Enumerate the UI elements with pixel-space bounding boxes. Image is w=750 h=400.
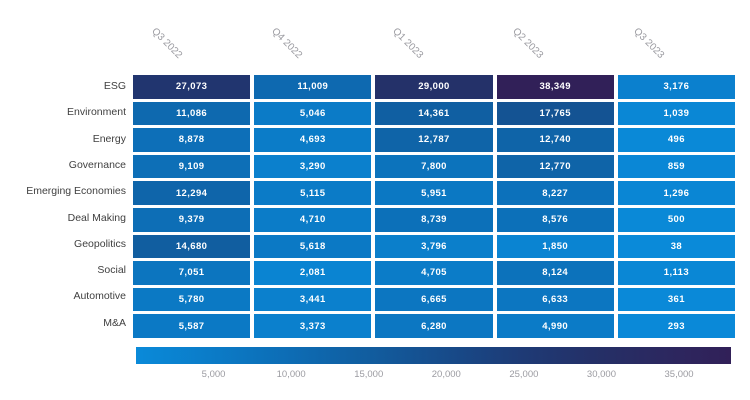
heatmap-cell[interactable]: 4,710 [254,208,372,232]
row-label: Geopolitics [74,237,126,250]
heatmap-cell[interactable]: 5,115 [254,181,372,205]
colorbar-gradient [136,347,731,364]
heatmap-cell[interactable]: 38,349 [496,75,614,99]
heatmap-cell[interactable]: 12,294 [133,181,251,205]
heatmap-cell[interactable]: 361 [617,287,735,312]
column-header: Q4 2022 [269,26,305,61]
colorbar-tick-label: 10,000 [276,369,306,380]
heatmap-cell[interactable]: 12,770 [496,154,614,179]
colorbar-tick-label: 5,000 [201,369,226,380]
row-label: M&A [103,316,126,329]
heatmap-cell[interactable]: 3,176 [617,75,735,99]
heatmap-cell[interactable]: 8,878 [133,128,251,152]
heatmap-cell[interactable]: 5,046 [254,101,372,126]
heatmap-cell[interactable]: 8,576 [496,208,614,232]
heatmap-cell[interactable]: 1,113 [617,261,735,285]
heatmap-cell[interactable]: 6,280 [375,314,493,338]
heatmap-cell[interactable]: 7,051 [133,261,251,285]
heatmap-cell[interactable]: 6,665 [375,287,493,312]
column-header: Q1 2023 [390,26,425,61]
row-label: Deal Making [67,211,126,224]
heatmap-cell[interactable]: 1,850 [496,234,614,259]
heatmap-cell[interactable]: 6,633 [496,287,614,312]
heatmap-cell[interactable]: 1,296 [617,181,735,205]
heatmap-cell[interactable]: 5,618 [254,234,372,259]
colorbar-tick-label: 15,000 [354,369,384,380]
row-label: Automotive [73,290,126,303]
heatmap-cell[interactable]: 11,009 [254,75,372,99]
heatmap-cell[interactable]: 29,000 [375,75,493,99]
heatmap-cell[interactable]: 7,800 [375,154,493,179]
row-label: Social [97,264,126,277]
heatmap-cell[interactable]: 3,290 [254,154,372,179]
row-label: Environment [67,106,126,119]
heatmap-cell[interactable]: 14,361 [375,101,493,126]
heatmap-cell[interactable]: 27,073 [133,75,251,99]
heatmap-cell[interactable]: 293 [617,314,735,338]
heatmap-cell[interactable]: 4,990 [496,314,614,338]
heatmap-cell[interactable]: 11,086 [133,101,251,126]
heatmap-cell[interactable]: 5,587 [133,314,251,338]
heatmap-cell[interactable]: 2,081 [254,261,372,285]
column-header: Q2 2023 [510,26,546,61]
heatmap-cell[interactable]: 1,039 [617,101,735,126]
row-label: Governance [68,158,126,171]
heatmap-cell[interactable]: 8,739 [375,208,493,232]
heatmap-cell[interactable]: 500 [617,208,735,232]
heatmap-cell[interactable]: 38 [617,234,735,259]
colorbar-tick-label: 25,000 [509,369,539,380]
heatmap-cell[interactable]: 3,441 [254,287,372,312]
heatmap-cell[interactable]: 12,740 [496,128,614,152]
heatmap-cell[interactable]: 9,379 [133,208,251,232]
heatmap-cell[interactable]: 496 [617,128,735,152]
colorbar-tick-label: 35,000 [664,369,694,380]
row-label: Energy [92,132,126,145]
heatmap-cell[interactable]: 859 [617,154,735,179]
heatmap-cell[interactable]: 8,124 [496,261,614,285]
heatmap-cell[interactable]: 9,109 [133,154,251,179]
column-header: Q3 2022 [149,26,185,61]
colorbar-tick-label: 30,000 [586,369,616,380]
row-label: Emerging Economies [26,185,126,198]
heatmap-cell[interactable]: 5,780 [133,287,251,312]
heatmap-cell[interactable]: 3,796 [375,234,493,259]
heatmap-cell[interactable]: 5,951 [375,181,493,205]
heatmap-grid: 27,073 11,009 29,000 38,349 3,176 11,086 5,046… [133,75,735,338]
heatmap-cell[interactable]: 12,787 [375,128,493,152]
colorbar-tick-label: 20,000 [431,369,461,380]
heatmap-cell[interactable]: 17,765 [496,101,614,126]
heatmap-cell[interactable]: 4,693 [254,128,372,152]
heatmap-cell[interactable]: 8,227 [496,181,614,205]
heatmap-cell[interactable]: 3,373 [254,314,372,338]
heatmap-cell[interactable]: 14,680 [133,234,251,259]
row-label: ESG [103,80,126,92]
column-header: Q3 2023 [630,26,666,61]
heatmap-cell[interactable]: 4,705 [375,261,493,285]
